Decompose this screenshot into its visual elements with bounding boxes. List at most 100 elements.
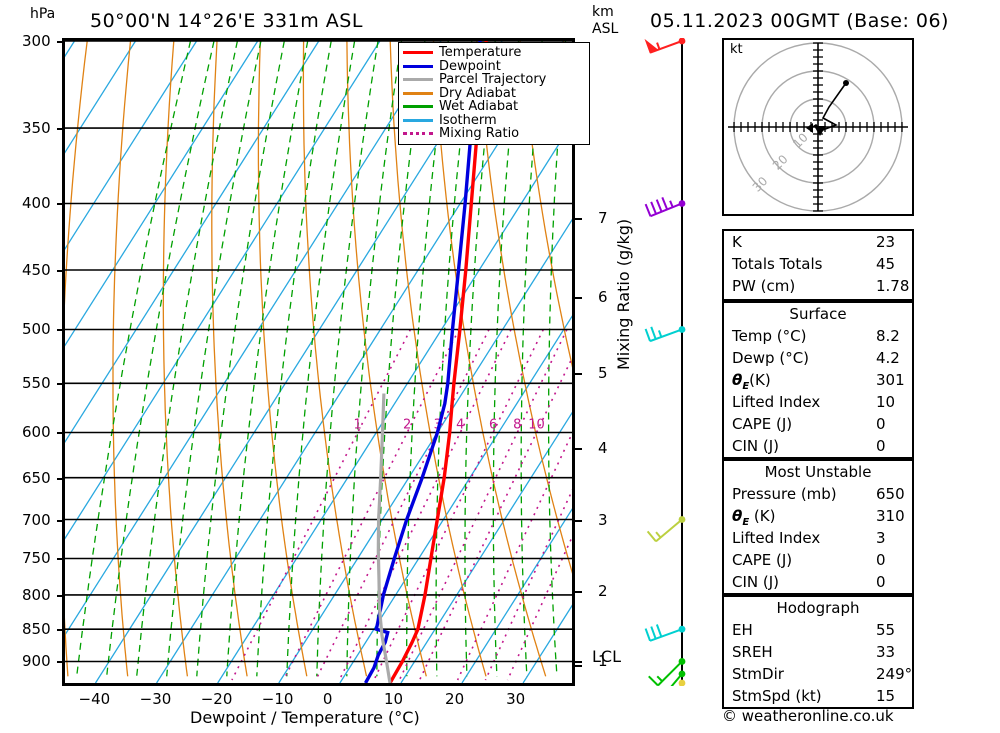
- pressure-tick: [57, 661, 65, 664]
- wind-barb-svg: [644, 37, 686, 714]
- info-value: 10: [876, 393, 896, 411]
- wind-barb: [648, 658, 686, 687]
- altitude-tick: [572, 520, 582, 523]
- info-value: 45: [876, 255, 896, 273]
- info-value: 55: [876, 621, 896, 639]
- info-row: Lifted Index 3: [724, 527, 912, 549]
- legend-label: Dry Adiabat: [439, 85, 516, 101]
- altitude-tick-label: 7: [598, 209, 608, 228]
- info-label: Temp (°C): [732, 327, 807, 345]
- legend-item-dry-adiabat: Dry Adiabat: [403, 87, 585, 101]
- series-temperature: [388, 41, 488, 683]
- pressure-tick-label: 300: [22, 32, 51, 50]
- legend-swatch-icon: [403, 51, 433, 55]
- lcl-tick: [572, 664, 582, 667]
- altitude-tick: [572, 591, 582, 594]
- info-value: 1.78: [876, 277, 910, 295]
- legend-swatch-icon: [403, 91, 433, 95]
- info-label: StmDir: [732, 665, 784, 683]
- info-label: θE(K): [732, 371, 771, 392]
- altitude-tick-label: 3: [598, 511, 608, 530]
- info-row: θE (K) 310: [724, 505, 912, 528]
- temperature-tick-label: 20: [445, 690, 465, 708]
- indices-panel-top: K 23 Totals Totals 45 PW (cm) 1.78: [722, 229, 914, 301]
- info-value: 0: [876, 437, 886, 455]
- wind-barb: [644, 197, 686, 218]
- legend-swatch-icon: [403, 105, 433, 109]
- info-label: CIN (J): [732, 437, 780, 455]
- info-value: 15: [876, 687, 896, 705]
- legend-label: Mixing Ratio: [439, 126, 520, 142]
- info-row: θE(K) 301: [724, 369, 912, 392]
- info-label: Lifted Index: [732, 529, 821, 547]
- altitude-tick-label: 6: [598, 287, 608, 306]
- legend-label: Wet Adiabat: [439, 99, 519, 115]
- temperature-tick-label: −30: [139, 690, 172, 708]
- mixing-ratio-label: 2: [403, 417, 411, 432]
- info-row: CIN (J) 0: [724, 435, 912, 457]
- pressure-tick: [57, 477, 65, 480]
- pressure-tick-label: 350: [22, 119, 51, 138]
- pressure-tick: [57, 594, 65, 597]
- info-label: SREH: [732, 643, 773, 661]
- pressure-tick-label: 550: [22, 374, 51, 393]
- info-label: CAPE (J): [732, 415, 793, 433]
- legend-swatch-icon: [403, 78, 433, 82]
- hodograph-unit-label: kt: [730, 42, 743, 57]
- skewt-plot: 1 2 3 4 6 8 10: [62, 38, 575, 686]
- legend-item-isotherm: Isotherm: [403, 114, 585, 128]
- pressure-tick-label: 750: [22, 549, 51, 568]
- info-row: StmSpd (kt) 15: [724, 685, 912, 707]
- altitude-tick: [572, 218, 582, 221]
- temperature-tick-label: −40: [78, 690, 111, 708]
- mixing-ratio-label: 1: [354, 417, 362, 432]
- pressure-tick-label: 500: [22, 320, 51, 339]
- info-label: θE (K): [732, 507, 776, 528]
- altitude-tick-label: 5: [598, 364, 608, 383]
- info-row: Lifted Index 10: [724, 391, 912, 413]
- info-value: 23: [876, 233, 896, 251]
- pressure-tick-label: 600: [22, 423, 51, 442]
- altitude-tick: [572, 660, 582, 663]
- pressure-tick-label: 400: [22, 194, 51, 213]
- pressure-tick-label: 450: [22, 260, 51, 279]
- info-label: EH: [732, 621, 753, 639]
- wind-barb: [644, 624, 686, 642]
- info-label: K: [732, 233, 742, 251]
- info-label: StmSpd (kt): [732, 687, 822, 705]
- pressure-tick-label: 650: [22, 468, 51, 487]
- mixing-ratio-label: 8: [513, 417, 521, 432]
- info-value: 8.2: [876, 327, 900, 345]
- info-row: K 23: [724, 231, 912, 253]
- legend-swatch-icon: [403, 64, 433, 68]
- pressure-tick: [57, 558, 65, 561]
- info-value: 301: [876, 371, 905, 389]
- altitude-tick: [572, 373, 582, 376]
- most-unstable-panel: Most Unstable Pressure (mb) 650 θE (K) 310 Li…: [722, 459, 914, 595]
- panel-title: Hodograph: [776, 599, 860, 617]
- info-label: CIN (J): [732, 573, 780, 591]
- pressure-tick: [57, 128, 65, 131]
- hodograph-ring-label: 20: [770, 152, 791, 173]
- pressure-unit-label: hPa: [30, 6, 56, 22]
- temperature-tick-label: −10: [261, 690, 294, 708]
- altitude-tick-label: 1: [598, 651, 608, 670]
- info-row: CIN (J) 0: [724, 571, 912, 593]
- lcl-label: LCL: [592, 647, 621, 666]
- info-label: CAPE (J): [732, 551, 793, 569]
- info-value: 0: [876, 415, 886, 433]
- mixing-ratio-label: 6: [489, 417, 497, 432]
- info-row: Dewp (°C) 4.2: [724, 347, 912, 369]
- temperature-tick-label: 0: [322, 690, 333, 708]
- panel-title: Most Unstable: [764, 463, 872, 481]
- info-row: Pressure (mb) 650: [724, 483, 912, 505]
- pressure-tick: [57, 269, 65, 272]
- info-row: SREH 33: [724, 641, 912, 663]
- pressure-tick-label: 700: [22, 510, 51, 529]
- legend-item-parcel-trajectory: Parcel Trajectory: [403, 73, 585, 87]
- info-value: 249°: [876, 665, 913, 683]
- info-row: EH 55: [724, 619, 912, 641]
- wind-barb: [644, 37, 686, 54]
- info-label: Totals Totals: [732, 255, 823, 273]
- legend-swatch-icon: [403, 132, 433, 136]
